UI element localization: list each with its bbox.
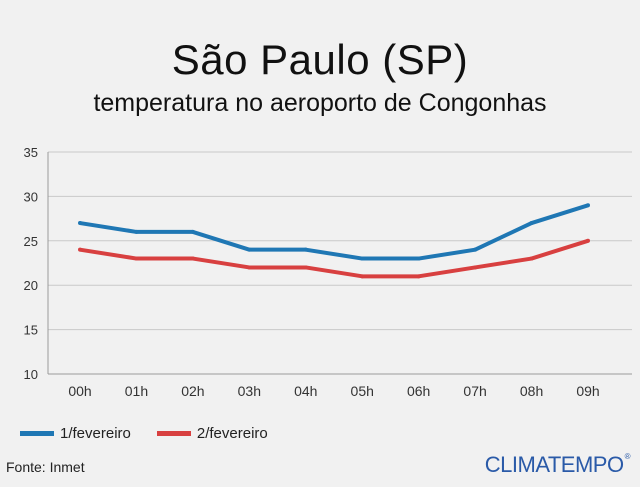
x-tick-label: 07h <box>463 383 486 399</box>
legend-item-series-1: 1/fevereiro <box>20 425 131 442</box>
source-note: Fonte: Inmet <box>6 459 85 475</box>
data-point <box>473 265 478 270</box>
data-point <box>360 274 365 279</box>
data-point <box>134 256 139 261</box>
x-tick-label: 01h <box>125 383 148 399</box>
y-tick-label: 10 <box>24 367 38 382</box>
series-lines <box>78 203 590 279</box>
series-line-1 <box>79 203 589 261</box>
x-tick-label: 00h <box>68 383 91 399</box>
legend: 1/fevereiro 2/fevereiro <box>20 423 294 443</box>
data-point <box>190 256 195 261</box>
y-tick-label: 25 <box>24 234 38 249</box>
y-tick-label: 35 <box>24 145 38 160</box>
y-tick-label: 20 <box>24 278 38 293</box>
data-point <box>529 256 534 261</box>
x-tick-label: 03h <box>238 383 261 399</box>
series-line-2 <box>79 238 589 279</box>
data-point <box>247 265 252 270</box>
x-tick-label: 05h <box>351 383 374 399</box>
brand-name: CLIMATEMPO <box>484 452 624 477</box>
legend-swatch-series-2 <box>156 430 191 436</box>
data-point <box>247 247 252 252</box>
legend-label-series-2: 2/fevereiro <box>196 424 268 442</box>
data-point <box>586 203 590 208</box>
x-tick-label: 08h <box>520 383 543 399</box>
chart-title: São Paulo (SP) <box>171 36 469 83</box>
brand-registered-mark: ® <box>624 452 631 461</box>
data-point <box>473 247 478 252</box>
legend-item-series-2: 2/fevereiro <box>156 424 268 442</box>
data-point <box>416 274 421 279</box>
x-tick-label: 04h <box>294 383 317 399</box>
brand-logo: CLIMATEMPO® <box>484 452 631 478</box>
y-tick-labels: 10 15 20 25 30 35 <box>24 145 38 382</box>
data-point <box>78 221 82 226</box>
data-point <box>78 247 82 252</box>
data-point <box>134 229 139 234</box>
x-tick-labels: 00h 01h 02h 03h 04h 05h 06h 07h 08h 09h <box>68 383 599 399</box>
x-tick-label: 09h <box>576 383 599 399</box>
data-point <box>303 265 308 270</box>
data-point <box>360 256 365 261</box>
grid-lines <box>47 151 632 375</box>
x-tick-label: 02h <box>181 383 204 399</box>
chart-subtitle: temperatura no aeroporto de Congonhas <box>93 89 547 117</box>
y-tick-label: 15 <box>24 323 38 338</box>
y-tick-label: 30 <box>24 189 38 204</box>
data-point <box>303 247 308 252</box>
data-point <box>190 229 195 234</box>
data-point <box>416 256 421 261</box>
x-tick-label: 06h <box>407 383 430 399</box>
legend-swatch-series-1 <box>20 430 54 436</box>
data-point <box>586 238 590 243</box>
legend-label-series-1: 1/fevereiro <box>60 424 131 442</box>
data-point <box>529 221 534 226</box>
